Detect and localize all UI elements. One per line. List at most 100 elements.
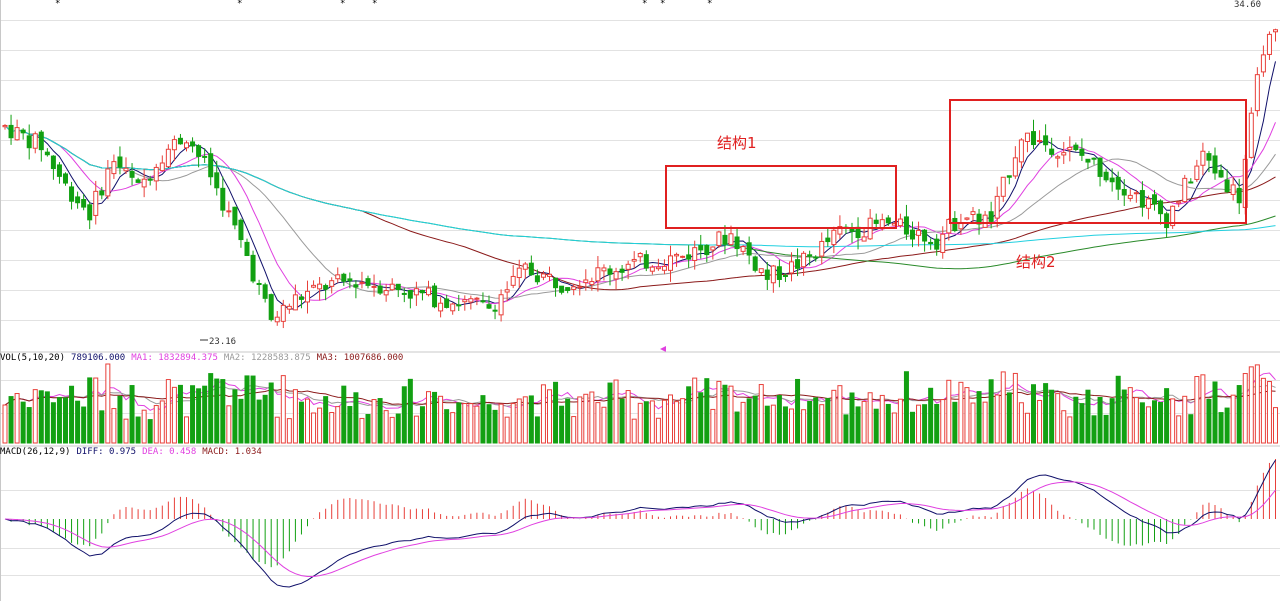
candlesticks <box>2 28 1278 329</box>
volume-ma2: MA2: 1228583.875 <box>223 353 311 363</box>
volume-bar <box>1006 392 1012 444</box>
volume-bar <box>1139 402 1145 444</box>
macd-title: MACD(26,12,9) <box>0 447 71 457</box>
candle-body <box>480 300 486 303</box>
macd-lines <box>4 459 1276 588</box>
candle-body <box>444 298 450 308</box>
candle-body <box>105 168 111 197</box>
candle-body <box>825 237 831 243</box>
candle-body <box>1085 158 1091 163</box>
candle-body <box>159 162 165 172</box>
volume-bar <box>970 402 976 444</box>
volume-bar <box>928 387 934 444</box>
candle-body <box>1006 175 1012 178</box>
volume-bar <box>1109 398 1115 444</box>
candle-body <box>994 195 1000 219</box>
volume-ma1: MA1: 1832894.375 <box>131 353 218 363</box>
candle-body <box>383 290 389 296</box>
candle-body <box>1218 169 1224 178</box>
candle-body <box>141 178 147 188</box>
volume-bar <box>758 384 764 444</box>
volume-bar <box>383 410 389 444</box>
volume-bar <box>401 386 407 444</box>
volume-bar <box>547 389 552 444</box>
volume-bar <box>1266 381 1272 444</box>
candle-body <box>637 253 643 258</box>
volume-bar <box>710 408 716 444</box>
volume-bar <box>311 412 317 444</box>
candle-body <box>129 171 135 178</box>
volume-bar <box>141 409 147 444</box>
candle-body <box>323 285 329 290</box>
candle-body <box>722 234 728 245</box>
volume-bar <box>444 409 450 444</box>
candle-body <box>20 129 26 134</box>
volume-bar <box>1061 410 1067 444</box>
candle-body <box>38 131 44 151</box>
candle-body <box>69 186 75 202</box>
grid-lines <box>0 20 1280 576</box>
volume-bar <box>256 399 262 444</box>
volume-bar <box>1043 383 1049 444</box>
candle-body <box>668 255 673 271</box>
volume-legend: VOL(5,10,20) 789106.000 MA1: 1832894.375 MA… <box>0 353 409 363</box>
candle-body <box>184 142 189 149</box>
candle-body <box>758 268 764 273</box>
volume-bar <box>988 379 994 444</box>
candle-body <box>1236 187 1242 204</box>
candle-body <box>680 255 686 258</box>
volume-bar <box>994 394 1000 444</box>
volume-bar <box>831 389 837 444</box>
volume-bar <box>516 398 522 444</box>
volume-bar <box>1164 388 1170 444</box>
volume-bar <box>534 416 540 444</box>
volume-bar <box>438 395 444 444</box>
candle-body <box>1200 150 1206 166</box>
volume-bar <box>540 384 546 444</box>
volume-bar <box>934 403 940 444</box>
volume-bar <box>1260 377 1266 444</box>
volume-bar <box>1194 376 1200 444</box>
volume-bar <box>982 401 988 444</box>
volume-bar <box>1031 384 1036 444</box>
volume-bar <box>837 385 843 444</box>
volume-bar <box>674 401 680 444</box>
volume-bar <box>661 399 667 444</box>
candle-body <box>1000 176 1006 197</box>
volume-bar <box>26 407 32 444</box>
volume-bar <box>801 409 807 444</box>
volume-bar <box>1127 387 1133 444</box>
volume-bar <box>686 386 692 444</box>
candle-body <box>589 281 595 286</box>
macd-value: MACD: 1.034 <box>202 447 262 457</box>
candle-body <box>553 277 559 289</box>
volume-bar <box>813 397 819 444</box>
volume-bar <box>268 382 274 444</box>
volume-bar <box>1182 395 1188 444</box>
candle-body <box>147 178 153 181</box>
candle-body <box>44 151 50 156</box>
candle-body <box>286 305 292 310</box>
volume-bar <box>1000 371 1006 444</box>
candle-body <box>577 286 583 289</box>
event-star: * <box>707 0 712 9</box>
volume-bar <box>87 377 93 444</box>
candle-body <box>716 231 722 246</box>
candle-body <box>740 246 746 252</box>
volume-bar <box>1018 402 1024 444</box>
volume-bar <box>522 396 528 444</box>
candle-body <box>8 124 14 139</box>
candle-body <box>250 254 256 282</box>
volume-bar <box>341 385 347 444</box>
candle-body <box>244 241 250 257</box>
candle-body <box>359 281 365 284</box>
candle-body <box>165 148 171 168</box>
candle-body <box>831 229 837 246</box>
candle-body <box>528 262 534 276</box>
candle-body <box>540 273 546 278</box>
candle-body <box>776 266 782 280</box>
candle-body <box>1073 144 1079 151</box>
volume-bar <box>1055 393 1061 444</box>
volume-bar <box>432 391 438 444</box>
candle-body <box>746 242 752 256</box>
